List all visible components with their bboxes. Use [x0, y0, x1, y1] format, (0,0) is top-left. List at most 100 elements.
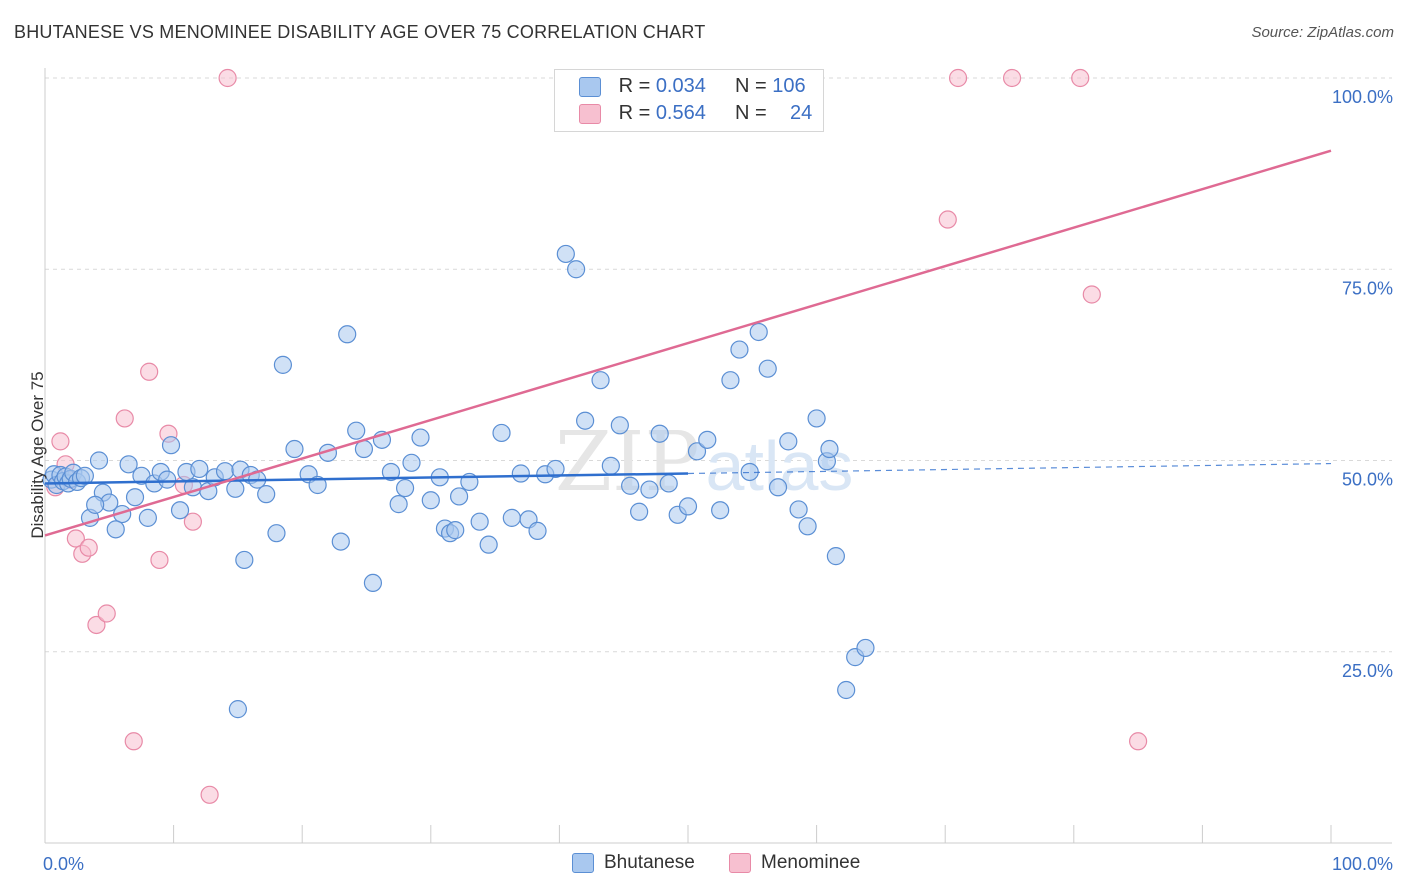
bhutanese-point — [511, 464, 530, 483]
y-tick-label: 100.0% — [1332, 87, 1393, 107]
bhutanese-point — [170, 501, 190, 520]
legend-r-value: 0.564 — [655, 102, 706, 124]
bottom-legend-swatch-pink — [729, 852, 751, 873]
bhutanese-point — [331, 532, 350, 551]
bhutanese-point — [446, 521, 465, 540]
trendlines — [44, 149, 1332, 537]
bottom-legend-label: Bhutanese — [604, 852, 695, 873]
chart-title: BHUTANESE VS MENOMINEE DISABILITY AGE OV… — [14, 22, 706, 42]
bottom-legend-label: Menominee — [761, 852, 861, 873]
bhutanese-point — [630, 502, 649, 521]
bhutanese-point — [856, 638, 875, 658]
bhutanese-point — [235, 550, 254, 570]
tick-labels: 25.0% 50.0% 75.0% 100.0% 0.0% 100.0% — [43, 87, 1393, 874]
bhutanese-point — [389, 495, 408, 514]
axis-layer — [44, 68, 1392, 844]
bhutanese-point — [395, 478, 415, 498]
bhutanese-point — [730, 340, 749, 359]
bhutanese-points — [42, 244, 875, 719]
y-tick-label: 50.0% — [1342, 470, 1393, 490]
bhutanese-point — [381, 462, 401, 482]
bhutanese-point — [449, 487, 469, 506]
bhutanese-point — [768, 478, 788, 497]
x-tick-label: 0.0% — [43, 854, 84, 874]
bhutanese-point — [502, 508, 521, 527]
bhutanese-point — [591, 371, 610, 390]
menominee-point — [948, 68, 968, 88]
watermark: ZIPatlas — [555, 415, 853, 510]
bhutanese-point — [257, 485, 276, 504]
bhutanese-point — [492, 423, 511, 443]
y-tick-label: 75.0% — [1342, 278, 1393, 298]
bhutanese-point — [161, 436, 181, 455]
bhutanese-point — [621, 476, 640, 495]
bhutanese-point — [267, 524, 286, 543]
bhutanese-point — [338, 325, 357, 344]
bhutanese-point — [659, 474, 678, 493]
menominee-point — [66, 529, 85, 548]
bhutanese-point — [411, 428, 430, 447]
stats-legend: R = 0.034 N = 106 R = 0.564 N = 24 — [554, 69, 824, 132]
bhutanese-point — [837, 680, 856, 700]
bhutanese-point — [119, 455, 138, 474]
bhutanese-point — [610, 416, 629, 435]
legend-r-label: R = — [618, 75, 656, 97]
bhutanese-point — [807, 409, 826, 428]
bhutanese-point — [650, 424, 669, 443]
bhutanese-point — [285, 439, 304, 459]
bhutanese-point — [75, 466, 94, 485]
legend-n-value: 24 — [790, 102, 813, 124]
bhutanese-point — [138, 508, 157, 527]
legend-row-bhutanese: R = 0.034 N = 106 — [579, 75, 806, 99]
bottom-legend-menominee: Menominee — [729, 852, 860, 874]
menominee-point — [140, 362, 159, 381]
bhutanese-trendline-extension — [687, 462, 1332, 475]
bhutanese-point — [421, 491, 440, 510]
bhutanese-point — [106, 520, 125, 539]
bhutanese-point — [749, 322, 768, 342]
menominee-point — [1082, 285, 1101, 304]
menominee-point — [124, 732, 143, 751]
bhutanese-point — [567, 260, 586, 279]
bhutanese-point — [228, 700, 247, 719]
bottom-legend-swatch-blue — [572, 852, 594, 873]
bhutanese-point — [576, 411, 595, 430]
menominee-point — [938, 210, 957, 229]
bhutanese-point — [687, 442, 707, 461]
bhutanese-point — [546, 459, 565, 479]
bhutanese-point — [601, 456, 620, 475]
menominee-point — [1071, 68, 1090, 88]
legend-swatch-blue — [579, 76, 601, 97]
bhutanese-point — [347, 421, 366, 440]
bhutanese-point — [158, 470, 177, 489]
menominee-point — [183, 512, 202, 531]
menominee-point — [200, 785, 219, 804]
menominee-point — [87, 615, 106, 635]
bhutanese-point — [470, 512, 489, 531]
y-tick-label: 25.0% — [1342, 661, 1393, 681]
legend-row-menominee: R = 0.564 N = 24 — [579, 102, 812, 126]
bhutanese-point — [798, 517, 817, 536]
menominee-point — [97, 604, 116, 623]
menominee-point — [150, 550, 169, 570]
bhutanese-point — [640, 480, 659, 499]
bhutanese-point — [479, 535, 498, 554]
bhutanese-point — [363, 573, 383, 593]
y-axis-label: Disability Age Over 75 — [28, 371, 47, 539]
bhutanese-point — [215, 462, 235, 481]
bhutanese-point — [528, 521, 547, 540]
menominee-point — [79, 538, 98, 557]
bhutanese-point — [698, 430, 717, 449]
bottom-legend-bhutanese: Bhutanese — [572, 852, 695, 874]
legend-n-label: N = — [735, 75, 773, 97]
bhutanese-point — [820, 439, 839, 459]
legend-swatch-pink — [579, 103, 601, 124]
bhutanese-point — [190, 459, 209, 479]
legend-r-label: R = — [618, 102, 656, 124]
legend-n-label: N = — [735, 102, 773, 124]
source-label: Source: ZipAtlas.com — [1251, 24, 1394, 41]
bhutanese-trendline — [44, 472, 689, 485]
menominee-point — [1002, 68, 1022, 88]
legend-r-value: 0.034 — [655, 75, 706, 97]
